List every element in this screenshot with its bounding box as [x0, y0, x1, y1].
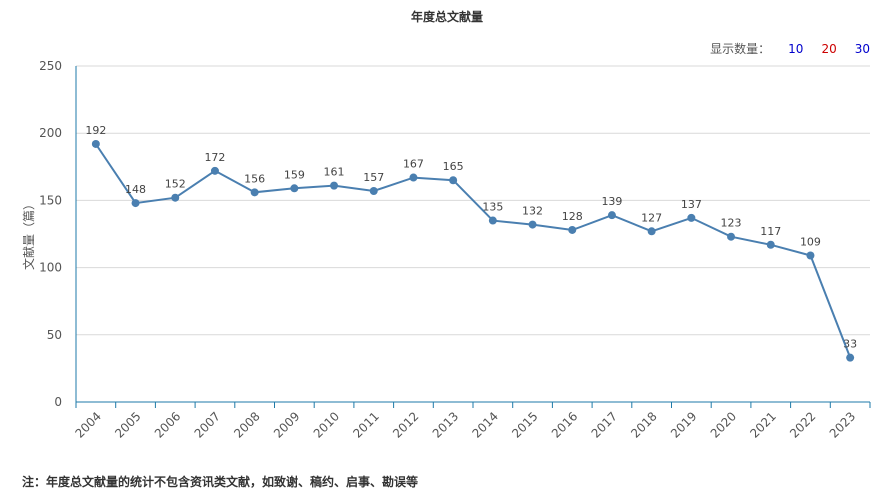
data-label: 123 — [721, 217, 742, 230]
data-point — [91, 139, 100, 148]
x-tick-label: 2012 — [390, 409, 421, 440]
data-label: 165 — [443, 160, 464, 173]
x-tick-label: 2004 — [72, 409, 103, 440]
axis-layer: 0 50 100 150 200 250 文献量（篇） 2004 2005 2006 2007 200… — [21, 59, 871, 441]
data-point — [131, 199, 140, 208]
series-line — [94, 143, 852, 358]
data-label: 192 — [85, 124, 106, 137]
x-tick-label: 2013 — [430, 409, 461, 440]
data-point — [449, 176, 458, 185]
x-tick-label: 2017 — [589, 409, 620, 440]
data-point — [727, 232, 736, 241]
x-tick-label: 2010 — [311, 409, 342, 440]
series-layer — [91, 139, 855, 362]
x-tick-label: 2021 — [747, 409, 778, 440]
data-label: 157 — [363, 171, 384, 184]
data-point — [488, 216, 497, 225]
data-point — [171, 193, 180, 202]
data-label: 159 — [284, 168, 305, 181]
data-label: 167 — [403, 158, 424, 171]
x-tick-label: 2016 — [549, 409, 580, 440]
data-point — [687, 213, 696, 222]
data-label: 139 — [601, 195, 622, 208]
data-label: 33 — [843, 338, 857, 351]
y-tick-label: 200 — [39, 126, 62, 140]
data-label: 109 — [800, 236, 821, 249]
data-point — [568, 225, 577, 234]
x-tick-label: 2014 — [469, 409, 500, 440]
y-tick-label: 50 — [47, 328, 62, 342]
x-tick-label: 2022 — [787, 409, 818, 440]
y-tick-label: 100 — [39, 261, 62, 275]
y-tick-label: 250 — [39, 59, 62, 73]
data-label: 117 — [760, 225, 781, 238]
data-point — [369, 186, 378, 195]
x-tick-label: 2015 — [509, 409, 540, 440]
footnote: 注：年度总文献量的统计不包含资讯类文献，如致谢、稿约、启事、勘误等 — [22, 475, 419, 489]
data-point — [647, 227, 656, 236]
data-label: 127 — [641, 211, 662, 224]
data-label: 135 — [482, 201, 503, 214]
display-count-30-option[interactable]: 30 — [854, 41, 870, 56]
data-point — [607, 211, 616, 220]
data-point — [290, 184, 299, 193]
y-axis-title: 文献量（篇） — [21, 198, 36, 270]
data-point — [330, 181, 339, 190]
data-point — [846, 353, 855, 362]
data-point — [250, 188, 259, 197]
grid-layer — [76, 65, 870, 336]
data-point — [210, 166, 219, 175]
y-tick-label: 150 — [39, 193, 62, 207]
data-point — [766, 240, 775, 249]
x-tick-label: 2005 — [112, 409, 143, 440]
line-chart: 0 50 100 150 200 250 文献量（篇） 2004 2005 2006 2007 200… — [21, 59, 871, 441]
data-label: 161 — [324, 166, 345, 179]
data-point — [806, 251, 815, 260]
y-tick-label: 0 — [54, 395, 62, 409]
display-count-20-option[interactable]: 20 — [821, 41, 837, 56]
x-tick-label: 2009 — [271, 409, 302, 440]
x-tick-label: 2018 — [628, 409, 659, 440]
data-label-layer: 192 148 152 172 156 159 161 157 167 165 135 132 128 1… — [85, 124, 857, 351]
data-point — [409, 173, 418, 182]
x-tick-label: 2011 — [350, 409, 381, 440]
x-tick-label: 2007 — [192, 409, 223, 440]
x-tick-label: 2008 — [231, 409, 262, 440]
x-tick-label: 2006 — [152, 409, 183, 440]
data-point — [528, 220, 537, 229]
x-tick-label: 2023 — [827, 409, 858, 440]
data-label: 128 — [562, 210, 583, 223]
display-count-label: 显示数量： — [710, 42, 771, 56]
data-label: 172 — [204, 151, 225, 164]
data-label: 156 — [244, 172, 265, 185]
data-label: 152 — [165, 178, 186, 191]
x-tick-label: 2019 — [668, 409, 699, 440]
data-label: 148 — [125, 183, 146, 196]
x-tick-label: 2020 — [708, 409, 739, 440]
data-label: 137 — [681, 198, 702, 211]
display-count-selector: 显示数量： 10 20 30 — [710, 40, 870, 57]
display-count-10-option[interactable]: 10 — [788, 41, 804, 56]
chart-title: 年度总文献量 — [410, 10, 483, 24]
data-label: 132 — [522, 205, 543, 218]
